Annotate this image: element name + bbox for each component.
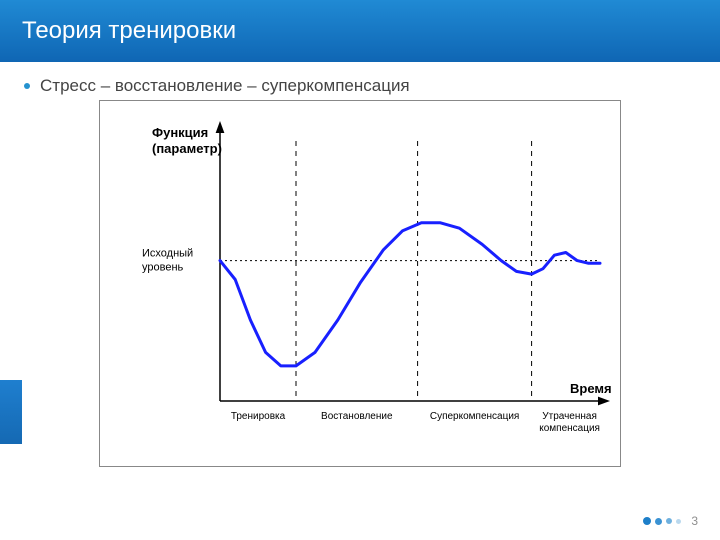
chart-container: Функция(параметр) Время Исходный уровень Тре… [0,100,720,467]
page-number: 3 [691,514,698,528]
svg-text:Тренировка: Тренировка [231,411,286,422]
left-accent-strip [0,380,22,444]
bullet-row: Стресс – восстановление – суперкомпенсац… [0,62,720,100]
bullet-dot-icon [24,83,30,89]
svg-text:Функция: Функция [152,125,208,140]
pager: 3 [643,514,698,528]
slide: Теория тренировки Стресс – восстановлени… [0,0,720,540]
slide-header: Теория тренировки [0,0,720,62]
svg-text:Исходный: Исходный [142,248,193,260]
pager-dot-icon [666,518,672,524]
pager-dot-icon [655,518,662,525]
svg-text:компенсация: компенсация [539,423,600,434]
svg-text:(параметр): (параметр) [152,141,222,156]
slide-title: Теория тренировки [22,17,236,45]
pager-dot-icon [676,519,681,524]
svg-text:Суперкомпенсация: Суперкомпенсация [430,411,519,422]
svg-text:Востановление: Востановление [321,411,393,422]
svg-text:Утраченная: Утраченная [542,411,597,422]
pager-dot-icon [643,517,651,525]
svg-text:уровень: уровень [142,262,184,274]
svg-text:Время: Время [570,381,612,396]
bullet-text: Стресс – восстановление – суперкомпенсац… [40,76,410,96]
supercompensation-chart: Функция(параметр) Время Исходный уровень Тре… [100,101,620,461]
chart-frame: Функция(параметр) Время Исходный уровень Тре… [99,100,621,467]
